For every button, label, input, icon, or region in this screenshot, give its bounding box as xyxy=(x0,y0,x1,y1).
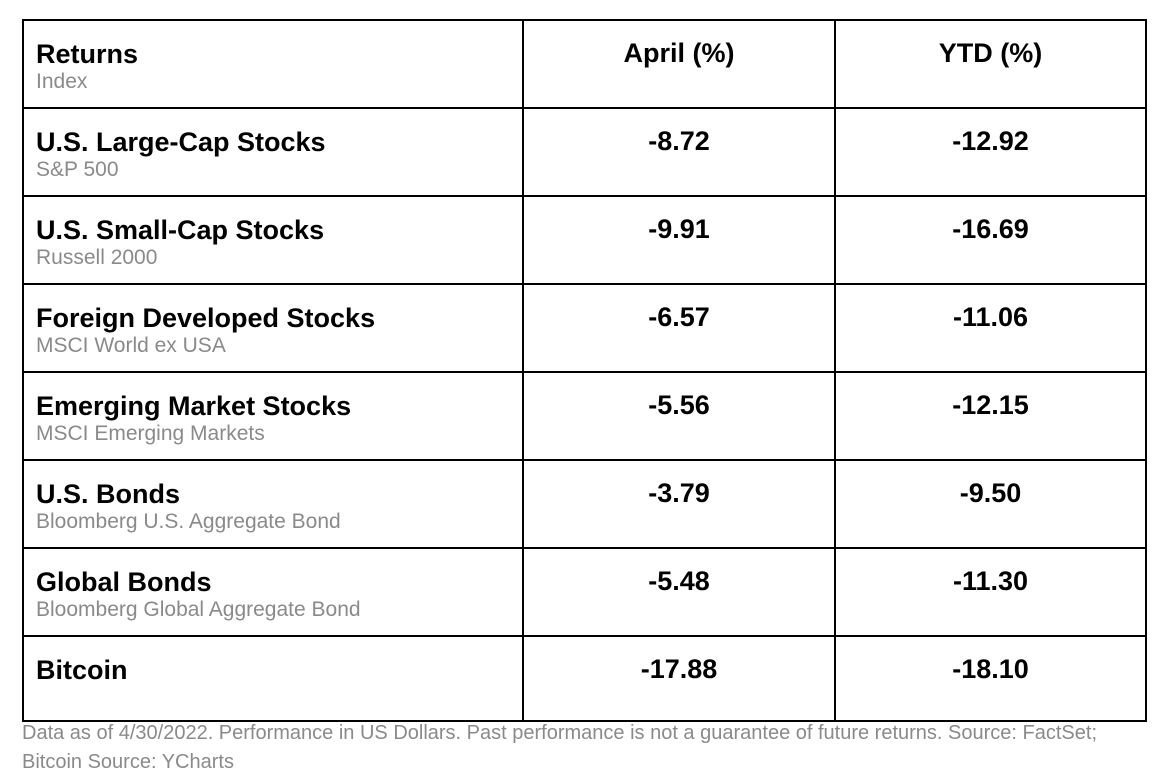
row-asset-name: Foreign Developed Stocks xyxy=(36,303,376,333)
row-ytd-cell: -11.30 xyxy=(834,547,1147,637)
row-april-cell: -17.88 xyxy=(522,635,836,722)
table-header-row: Returns Index April (%) YTD (%) xyxy=(22,19,1147,109)
row-ytd-value: -12.92 xyxy=(952,126,1029,156)
row-name-cell: Foreign Developed Stocks MSCI World ex U… xyxy=(22,283,524,373)
row-asset-name: U.S. Small-Cap Stocks xyxy=(36,215,325,245)
row-ytd-cell: -12.92 xyxy=(834,107,1147,197)
row-april-cell: -5.48 xyxy=(522,547,836,637)
row-index-name: MSCI Emerging Markets xyxy=(36,422,265,445)
row-april-value: -17.88 xyxy=(640,654,718,684)
row-name-cell: Global Bonds Bloomberg Global Aggregate … xyxy=(22,547,524,637)
row-ytd-cell: -12.15 xyxy=(834,371,1147,461)
returns-table: Returns Index April (%) YTD (%) U.S. Lar… xyxy=(22,19,1147,722)
row-index-name: Bloomberg U.S. Aggregate Bond xyxy=(36,510,341,533)
row-asset-name: U.S. Bonds xyxy=(36,479,181,509)
row-index-name: Bloomberg Global Aggregate Bond xyxy=(36,598,361,621)
header-subtitle: Index xyxy=(36,70,88,93)
row-april-cell: -6.57 xyxy=(522,283,836,373)
header-ytd-label: YTD (%) xyxy=(938,38,1043,68)
row-ytd-value: -11.30 xyxy=(952,566,1029,596)
header-name-cell: Returns Index xyxy=(22,19,524,109)
row-name-cell: U.S. Small-Cap Stocks Russell 2000 xyxy=(22,195,524,285)
table-row: U.S. Bonds Bloomberg U.S. Aggregate Bond… xyxy=(22,459,1147,549)
row-index-name: Russell 2000 xyxy=(36,246,158,269)
table-row: U.S. Small-Cap Stocks Russell 2000 -9.91… xyxy=(22,195,1147,285)
row-ytd-value: -16.69 xyxy=(952,214,1029,244)
row-name-cell: U.S. Large-Cap Stocks S&P 500 xyxy=(22,107,524,197)
row-april-cell: -5.56 xyxy=(522,371,836,461)
table-row: Foreign Developed Stocks MSCI World ex U… xyxy=(22,283,1147,373)
table-row: Emerging Market Stocks MSCI Emerging Mar… xyxy=(22,371,1147,461)
table-row: Bitcoin -17.88 -18.10 xyxy=(22,635,1147,722)
row-april-value: -5.48 xyxy=(648,566,710,596)
row-april-cell: -3.79 xyxy=(522,459,836,549)
row-ytd-cell: -18.10 xyxy=(834,635,1147,722)
row-ytd-value: -11.06 xyxy=(952,302,1029,332)
header-title: Returns xyxy=(36,39,139,69)
row-april-value: -9.91 xyxy=(648,214,710,244)
row-april-value: -3.79 xyxy=(648,478,710,508)
row-april-cell: -8.72 xyxy=(522,107,836,197)
row-asset-name: U.S. Large-Cap Stocks xyxy=(36,127,326,157)
row-asset-name: Emerging Market Stocks xyxy=(36,391,352,421)
row-april-value: -5.56 xyxy=(648,390,710,420)
row-index-name: MSCI World ex USA xyxy=(36,334,226,357)
header-ytd-cell: YTD (%) xyxy=(834,19,1147,109)
row-name-cell: U.S. Bonds Bloomberg U.S. Aggregate Bond xyxy=(22,459,524,549)
row-ytd-value: -18.10 xyxy=(952,654,1029,684)
row-asset-name: Bitcoin xyxy=(36,655,128,685)
header-april-label: April (%) xyxy=(623,38,735,68)
row-ytd-value: -9.50 xyxy=(959,478,1022,508)
row-ytd-cell: -16.69 xyxy=(834,195,1147,285)
row-april-cell: -9.91 xyxy=(522,195,836,285)
row-april-value: -6.57 xyxy=(648,302,710,332)
row-name-cell: Emerging Market Stocks MSCI Emerging Mar… xyxy=(22,371,524,461)
row-ytd-cell: -9.50 xyxy=(834,459,1147,549)
row-name-cell: Bitcoin xyxy=(22,635,524,722)
table-row: U.S. Large-Cap Stocks S&P 500 -8.72 -12.… xyxy=(22,107,1147,197)
header-april-cell: April (%) xyxy=(522,19,836,109)
source-footnote: Data as of 4/30/2022. Performance in US … xyxy=(22,722,1097,773)
row-asset-name: Global Bonds xyxy=(36,567,212,597)
row-april-value: -8.72 xyxy=(648,126,710,156)
row-ytd-cell: -11.06 xyxy=(834,283,1147,373)
row-ytd-value: -12.15 xyxy=(952,390,1029,420)
row-index-name: S&P 500 xyxy=(36,158,119,181)
table-row: Global Bonds Bloomberg Global Aggregate … xyxy=(22,547,1147,637)
